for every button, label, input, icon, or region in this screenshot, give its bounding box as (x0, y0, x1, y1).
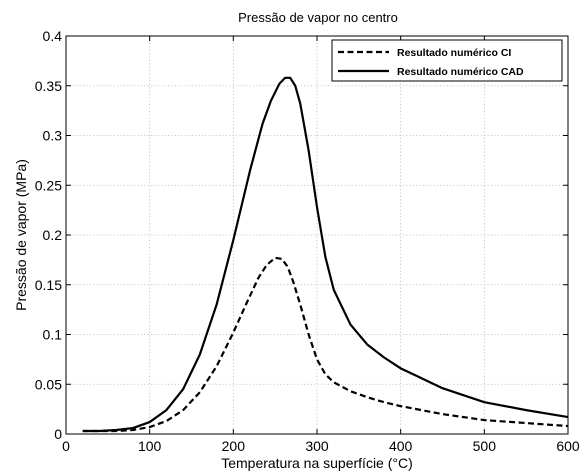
y-tick-label: 0.25 (35, 177, 62, 193)
y-tick-label: 0.15 (35, 277, 62, 293)
x-tick-label: 200 (222, 438, 246, 454)
x-tick-label: 500 (473, 438, 497, 454)
x-tick-label: 600 (556, 438, 580, 454)
legend: Resultado numérico CI Resultado numérico… (331, 39, 563, 82)
legend-label-ci: Resultado numérico CI (397, 47, 511, 59)
x-tick-labels: 0 100 200 300 400 500 600 (62, 438, 580, 454)
grid (66, 36, 568, 434)
y-tick-label: 0 (54, 426, 62, 442)
x-tick-label: 300 (305, 438, 329, 454)
legend-box (331, 39, 563, 82)
series-lines (82, 76, 569, 433)
y-tick-label: 0.1 (43, 327, 63, 343)
y-tick-labels: 0 0.05 0.1 0.15 0.2 0.25 0.3 0.35 0.4 (35, 28, 62, 442)
y-tick-label: 0.35 (35, 78, 62, 94)
x-tick-label: 0 (62, 438, 70, 454)
y-tick-label: 0.05 (35, 376, 62, 392)
series-line-1 (82, 76, 569, 433)
x-axis-label: Temperatura na superfície (°C) (221, 455, 413, 471)
series-line-0 (82, 256, 569, 433)
y-tick-label: 0.4 (43, 28, 63, 44)
x-tick-label: 400 (389, 438, 413, 454)
y-axis-label: Pressão de vapor (MPa) (13, 159, 29, 311)
y-tick-label: 0.2 (43, 227, 63, 243)
legend-label-cad: Resultado numérico CAD (397, 66, 524, 78)
x-tick-label: 100 (138, 438, 162, 454)
y-tick-label: 0.3 (43, 128, 63, 144)
chart-title: Pressão de vapor no centro (238, 10, 398, 25)
